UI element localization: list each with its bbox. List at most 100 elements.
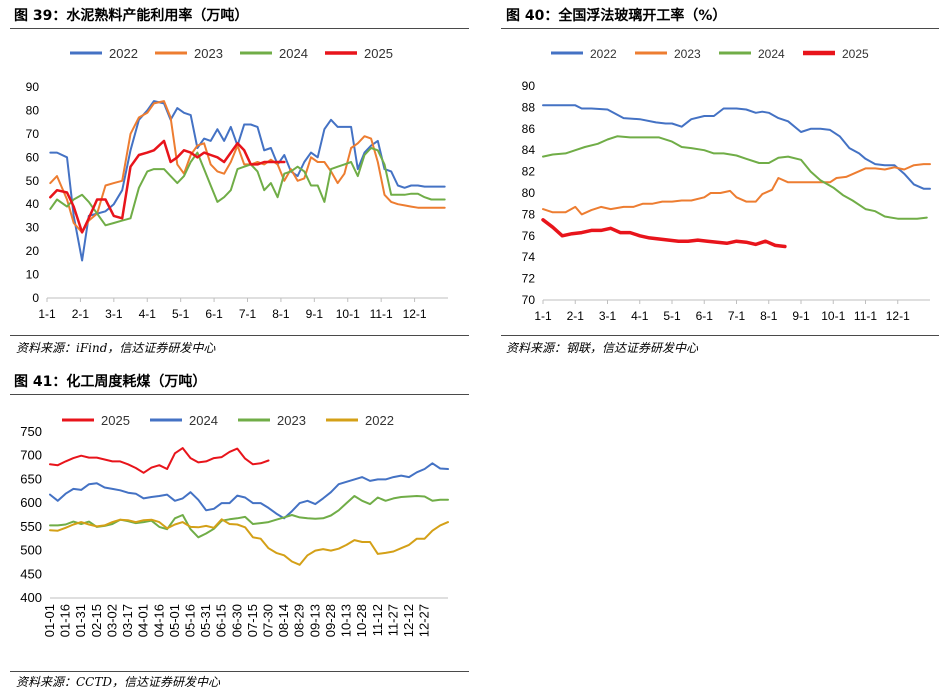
- y-tick-label: 76: [522, 229, 536, 243]
- x-tick-label: 7-1: [728, 309, 746, 323]
- y-tick-label: 90: [26, 80, 40, 94]
- x-tick-label: 02-15: [89, 604, 104, 637]
- x-tick-label: 6-1: [696, 309, 714, 323]
- figure-title: 图 41：化工周度耗煤（万吨）: [14, 374, 207, 390]
- x-tick-label: 10-1: [336, 307, 360, 321]
- title-divider: [10, 394, 469, 395]
- x-tick-label: 03-17: [120, 604, 135, 637]
- series-line-2025: [49, 139, 286, 234]
- y-tick-label: 450: [20, 566, 42, 581]
- y-tick-label: 550: [20, 519, 42, 534]
- y-tick-label: 82: [522, 165, 536, 179]
- x-tick-label: 07-15: [245, 604, 260, 637]
- y-tick-label: 90: [522, 79, 536, 93]
- y-tick-label: 74: [522, 250, 536, 264]
- y-tick-label: 40: [26, 197, 40, 211]
- source-divider: [501, 335, 939, 336]
- x-tick-label: 10-28: [354, 604, 369, 637]
- source-divider: [10, 671, 469, 672]
- x-tick-label: 12-12: [401, 604, 416, 637]
- title-divider: [501, 28, 939, 29]
- y-tick-label: 600: [20, 495, 42, 510]
- y-tick-label: 0: [32, 291, 39, 305]
- x-tick-label: 03-02: [104, 604, 119, 637]
- series-line-2024: [49, 147, 446, 227]
- legend-label-2022: 2022: [590, 47, 617, 61]
- legend-label-2024: 2024: [758, 47, 785, 61]
- series-line-2023: [49, 100, 446, 234]
- x-tick-label: 01-01: [42, 604, 57, 637]
- legend-label-2025: 2025: [101, 413, 130, 428]
- y-tick-label: 78: [522, 207, 536, 221]
- chart-panel-cement: 图 39：水泥熟料产能利用率（万吨） 2022 2023 2024 2025 0 10 20…: [0, 0, 476, 362]
- x-tick-label: 11-27: [385, 604, 400, 636]
- x-tick-label: 12-27: [417, 604, 432, 637]
- source-note: 资料来源：钢联，信达证券研发中心: [506, 341, 699, 355]
- series-line-2022: [542, 104, 931, 190]
- y-tick-label: 88: [522, 100, 536, 114]
- x-tick-label: 09-28: [323, 604, 338, 637]
- source-divider: [10, 335, 469, 336]
- x-tick-label: 09-13: [307, 604, 322, 637]
- series-line-2023: [542, 163, 931, 216]
- series-line-2025: [49, 447, 270, 474]
- x-tick-label: 4-1: [631, 309, 649, 323]
- legend-label-2025: 2025: [842, 47, 869, 61]
- figure-title: 图 39：水泥熟料产能利用率（万吨）: [14, 8, 249, 24]
- x-tick-label: 2-1: [72, 307, 90, 321]
- x-tick-label: 8-1: [272, 307, 290, 321]
- y-tick-label: 50: [26, 174, 40, 188]
- legend-label-2023: 2023: [277, 413, 306, 428]
- legend-label-2024: 2024: [279, 46, 308, 61]
- series-line-2022: [49, 100, 446, 262]
- series-line-2024: [542, 135, 928, 220]
- x-tick-label: 07-30: [261, 604, 276, 637]
- legend-label-2023: 2023: [194, 46, 223, 61]
- figure-title: 图 40：全国浮法玻璃开工率（%）: [506, 8, 727, 24]
- x-tick-label: 05-31: [198, 604, 213, 637]
- x-tick-label: 01-16: [58, 604, 73, 637]
- x-tick-label: 9-1: [306, 307, 324, 321]
- legend-label-2024: 2024: [189, 413, 218, 428]
- y-tick-label: 86: [522, 122, 536, 136]
- series-line-2024: [49, 462, 449, 520]
- y-tick-label: 70: [26, 127, 40, 141]
- x-tick-label: 12-1: [886, 309, 910, 323]
- x-tick-label: 01-31: [73, 604, 88, 637]
- x-tick-label: 08-14: [276, 604, 291, 637]
- x-tick-label: 04-01: [136, 604, 151, 637]
- x-tick-label: 1-1: [534, 309, 552, 323]
- x-tick-label: 10-13: [339, 604, 354, 637]
- x-tick-label: 05-16: [182, 604, 197, 637]
- y-tick-label: 20: [26, 244, 40, 258]
- y-tick-label: 30: [26, 221, 40, 235]
- source-note: 资料来源：CCTD，信达证券研发中心: [16, 675, 220, 689]
- y-tick-label: 10: [26, 268, 40, 282]
- x-tick-label: 04-16: [151, 604, 166, 637]
- float-glass-utilization-line-chart: 2022 2023 2024 2025 70 72 74 76 78 80 82 84 86 88 90 1-…: [522, 47, 931, 323]
- x-tick-label: 4-1: [139, 307, 157, 321]
- legend-label-2023: 2023: [674, 47, 701, 61]
- x-tick-label: 08-29: [292, 604, 307, 637]
- x-tick-label: 5-1: [663, 309, 681, 323]
- y-tick-label: 84: [522, 143, 536, 157]
- source-note: 资料来源：iFind，信达证券研发中心: [16, 341, 216, 355]
- x-tick-label: 12-1: [403, 307, 427, 321]
- chart-panel-chemical-coal: 图 41：化工周度耗煤（万吨） 2025 2024 2023 2022 400 450 50…: [0, 366, 476, 696]
- title-divider: [10, 28, 469, 29]
- series-line-2022: [49, 518, 449, 566]
- y-tick-label: 400: [20, 590, 42, 605]
- x-tick-label: 2-1: [567, 309, 585, 323]
- y-tick-label: 72: [522, 272, 536, 286]
- x-tick-label: 6-1: [205, 307, 223, 321]
- x-tick-label: 5-1: [172, 307, 190, 321]
- y-tick-label: 650: [20, 471, 42, 486]
- legend-label-2022: 2022: [365, 413, 394, 428]
- x-tick-label: 05-01: [167, 604, 182, 637]
- x-tick-label: 11-1: [854, 309, 877, 323]
- x-tick-label: 1-1: [38, 307, 56, 321]
- y-tick-label: 70: [522, 293, 536, 307]
- series-line-2025: [541, 218, 787, 249]
- y-tick-label: 80: [26, 103, 40, 117]
- y-tick-label: 80: [522, 186, 536, 200]
